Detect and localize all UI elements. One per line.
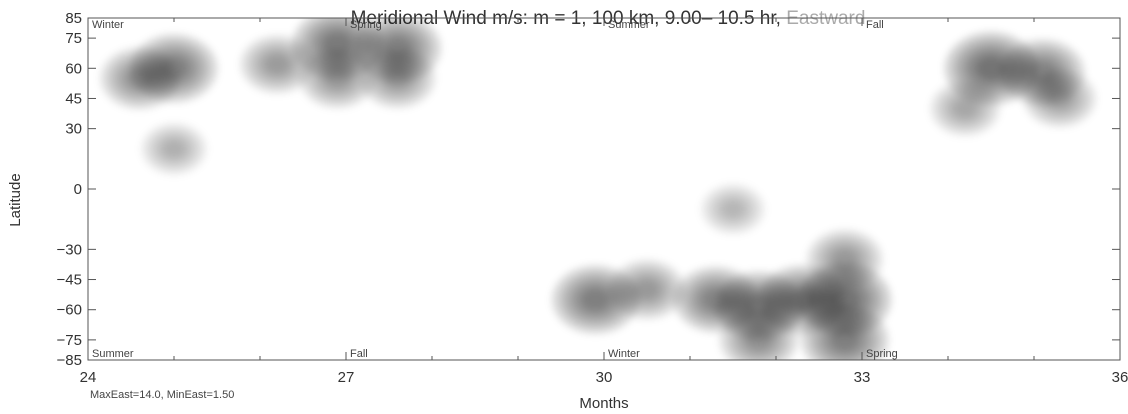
x-tick-label: 36 [1112,369,1128,386]
y-tick-label: −85 [57,352,82,369]
season-label-bottom: Spring [866,348,898,360]
heatmap-cell [832,249,858,270]
heatmap-cell [264,54,290,75]
y-axis: 85 75 60 45 30 0 −30 −45 −60 −75 −85 [57,10,1120,369]
heatmap-cell [830,328,860,352]
heatmap-cell [722,200,744,218]
heatmap-cell [580,288,611,312]
season-label-bottom: Summer [92,348,134,360]
y-tick-label: −75 [57,332,82,349]
x-tick-label: 24 [80,369,97,386]
y-tick-label: 0 [74,181,82,198]
y-tick-label: 45 [65,90,82,107]
heatmap-cell [953,99,977,118]
heatmap-cell [634,279,660,300]
heatmap-cell [1047,88,1073,109]
heatmap-cell [975,56,1007,81]
season-label-bottom: Fall [350,348,368,360]
heatmap-cell [126,68,153,89]
max-min-footnote: MaxEast=14.0, MinEast=1.50 [90,389,234,401]
season-label-top: Spring [350,19,382,31]
plot-area [100,18,1096,360]
heatmap-cell [163,140,185,158]
season-labels: Winter Spring Summer Fall Summer Fall Winter Sp… [92,19,898,360]
heatmap-cell [745,329,772,351]
x-tick-label: 30 [596,369,613,386]
season-label-bottom: Winter [608,348,640,360]
heatmap-cell [384,68,411,89]
y-tick-label: 60 [65,60,82,77]
x-tick-label: 33 [854,369,871,386]
y-tick-label: 30 [65,121,82,138]
y-axis-label: Latitude [7,173,24,226]
y-tick-label: 75 [65,30,82,47]
x-axis: 24 27 30 33 36 [80,18,1128,386]
season-label-top: Winter [92,19,124,31]
y-tick-label: −60 [57,302,82,319]
x-axis-label: Months [579,395,628,412]
heatmap-cell [324,68,351,89]
y-tick-label: −30 [57,241,82,258]
x-tick-label: 27 [338,369,355,386]
y-tick-label: 85 [65,10,82,27]
heatmap-blobs [100,18,1096,360]
heatmap-cell [829,287,861,312]
y-tick-label: −45 [57,272,82,289]
season-label-top: Fall [866,19,884,31]
season-label-top: Summer [608,19,650,31]
